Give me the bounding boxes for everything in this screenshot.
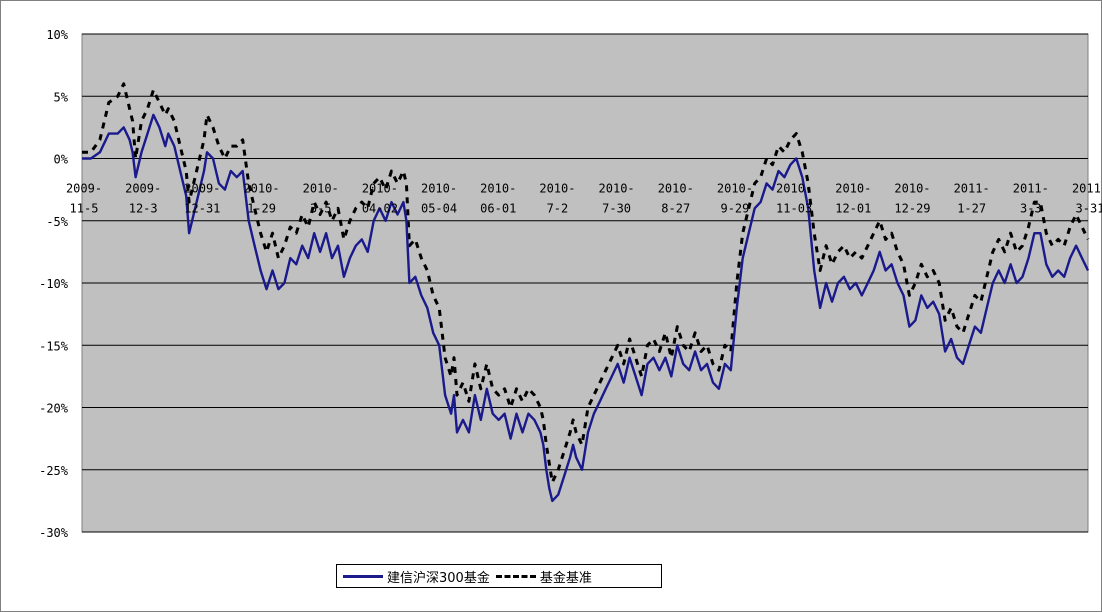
x-tick-label: 2010-05-04 (421, 182, 457, 216)
x-tick-label: 2010-9-29 (717, 182, 753, 216)
x-tick-label: 2010-7-30 (599, 182, 635, 216)
legend-item-benchmark: 基金基准 (490, 567, 592, 586)
x-tick-label: 2010-7-2 (539, 182, 575, 216)
x-tick-label: 2010-12-01 (835, 182, 871, 216)
y-tick-label: -5% (46, 215, 68, 229)
series-line-benchmark (82, 82, 1090, 484)
x-tick-label: 2009-11-5 (66, 182, 102, 216)
y-tick-label: 0% (54, 153, 69, 167)
legend-swatch-dashed (495, 574, 536, 578)
legend-swatch-solid (343, 574, 383, 578)
x-tick-label: 2010-3-5 (303, 182, 339, 216)
x-tick-label: 2010-11-03 (776, 182, 812, 216)
x-tick-label: 2011-3-3 (1013, 182, 1049, 216)
legend: 建信沪深300基金 基金基准 (336, 564, 662, 588)
legend-item-fund: 建信沪深300基金 (343, 567, 490, 586)
x-tick-label: 2010-12-29 (894, 182, 930, 216)
x-tick-label: 2010-1-29 (243, 182, 279, 216)
series-line-fund (82, 113, 1090, 503)
x-tick-label: 2011-3-31 (1072, 182, 1102, 216)
x-tick-label: 2010-06-01 (480, 182, 516, 216)
gridlines (82, 33, 1088, 533)
x-tick-label: 2009-12-3 (125, 182, 161, 216)
y-tick-label: 5% (54, 90, 69, 104)
y-tick-label: -15% (39, 339, 69, 353)
y-axis-labels: 10% 5% 0% -5% -10% -15% -20% -25% -30% (39, 28, 69, 540)
series-lines (82, 82, 1090, 503)
y-tick-label: -10% (39, 277, 69, 291)
x-tick-label: 2010-8-27 (658, 182, 694, 216)
legend-label-fund: 建信沪深300基金 (387, 570, 490, 586)
x-tick-label: 2011-1-27 (954, 182, 990, 216)
y-tick-label: 10% (46, 28, 68, 42)
x-tick-label: 2009-12-31 (184, 182, 220, 216)
legend-label-benchmark: 基金基准 (539, 570, 592, 586)
y-tick-label: -30% (39, 526, 69, 540)
y-tick-label: -20% (39, 402, 69, 416)
x-axis-labels: 2009-11-5 2009-12-3 2009-12-31 2010-1-29 201… (66, 182, 1102, 216)
x-tick-label: 2010-04-02 (362, 182, 398, 216)
y-tick-label: -25% (39, 464, 69, 478)
